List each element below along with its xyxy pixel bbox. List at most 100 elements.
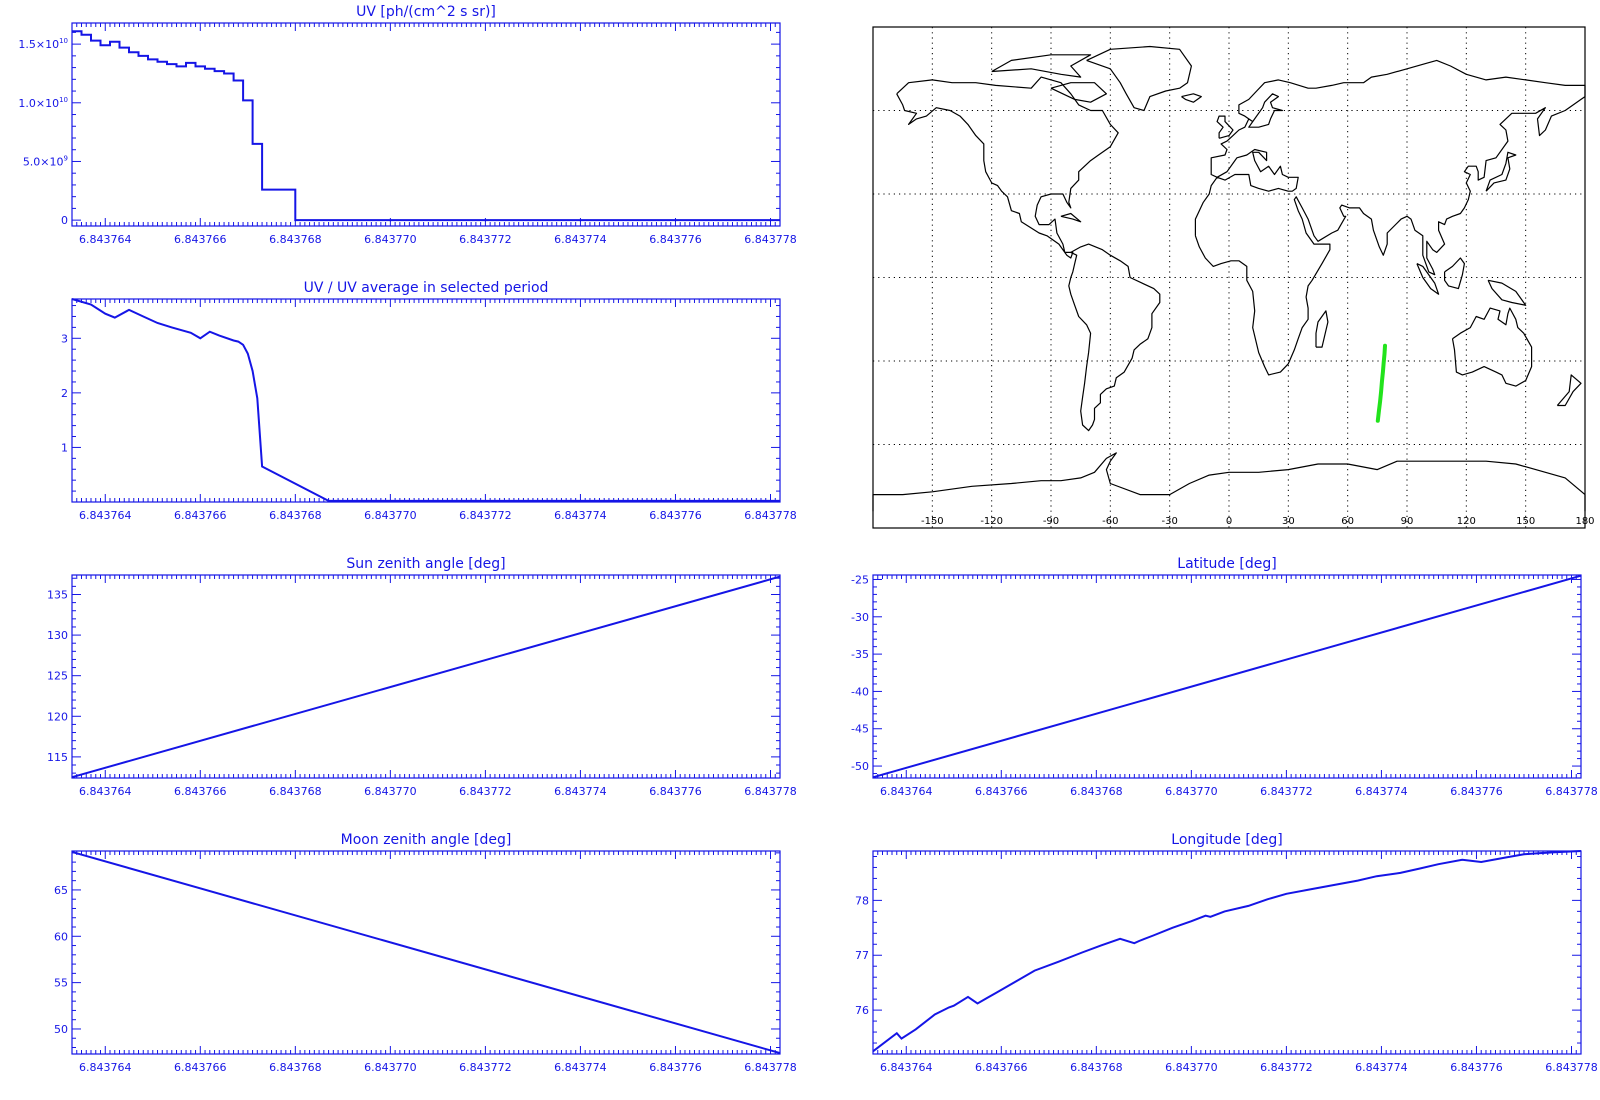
y-tick-label: -50 bbox=[851, 760, 869, 773]
x-tick-label: 6.843776 bbox=[649, 1061, 702, 1074]
y-tick-label: 50 bbox=[54, 1023, 68, 1036]
x-tick-label: 6.843768 bbox=[1070, 785, 1123, 798]
coastline-iceland bbox=[1181, 93, 1202, 103]
x-tick-label: 6.843776 bbox=[1450, 1061, 1503, 1074]
x-tick-label: 6.843774 bbox=[554, 509, 607, 522]
series-line bbox=[872, 574, 1582, 779]
chart-uv: UV [ph/(cm^2 s sr)] 6.843764 6.843766 6.843… bbox=[18, 4, 796, 246]
y-tick-exponent: 10 bbox=[59, 37, 68, 45]
x-tick-label: 6.843772 bbox=[1260, 785, 1313, 798]
y-tick-base: 65 bbox=[54, 884, 68, 897]
plot-frame bbox=[71, 22, 781, 227]
chart-title: Moon zenith angle [deg] bbox=[341, 832, 512, 848]
x-tick-label: 6.843770 bbox=[364, 509, 417, 522]
y-tick-base: 76 bbox=[855, 1004, 869, 1017]
map-x-tick-label: -120 bbox=[980, 516, 1003, 527]
x-tick-label: 6.843778 bbox=[744, 233, 797, 246]
y-tick-base: 50 bbox=[54, 1023, 68, 1036]
y-tick-exponent: 9 bbox=[64, 154, 68, 162]
coastline-british-isles bbox=[1216, 115, 1234, 139]
series-line bbox=[71, 575, 781, 779]
y-tick-base: 130 bbox=[47, 629, 68, 642]
map-x-tick-label: 120 bbox=[1457, 516, 1476, 527]
y-tick-label: 1.5×1010 bbox=[18, 37, 68, 51]
y-tick-label: 60 bbox=[54, 930, 68, 943]
coastline-arctic-islands bbox=[991, 54, 1092, 78]
coastline-africa-eurasia bbox=[1194, 59, 1586, 376]
coastline-north-america bbox=[896, 76, 1119, 259]
y-tick-base: 135 bbox=[47, 588, 68, 601]
x-tick-label: 6.843776 bbox=[649, 785, 702, 798]
coastline-australia bbox=[1451, 307, 1533, 387]
x-tick-label: 6.843770 bbox=[1165, 1061, 1218, 1074]
chart-title: Latitude [deg] bbox=[1177, 556, 1276, 572]
x-tick-label: 6.843776 bbox=[649, 509, 702, 522]
x-tick-label: 6.843774 bbox=[1355, 785, 1408, 798]
chart-map: -150 -120 -90 -60 -30 0 30 60 90 120 150 180 bbox=[872, 26, 1595, 529]
y-tick-label: 1 bbox=[61, 441, 68, 454]
y-tick-base: 1.5×10 bbox=[18, 38, 59, 51]
x-tick-label: 6.843766 bbox=[975, 1061, 1028, 1074]
coastline-new-zealand bbox=[1556, 374, 1582, 407]
x-tick-label: 6.843766 bbox=[174, 785, 227, 798]
y-tick-base: -40 bbox=[851, 685, 869, 698]
coastline-sumatra bbox=[1416, 263, 1440, 295]
y-tick-base: 115 bbox=[47, 751, 68, 764]
map-x-tick-label: 30 bbox=[1282, 516, 1295, 527]
x-tick-label: 6.843770 bbox=[1165, 785, 1218, 798]
x-tick-label: 6.843766 bbox=[174, 233, 227, 246]
x-tick-label: 6.843766 bbox=[174, 1061, 227, 1074]
x-tick-label: 6.843766 bbox=[174, 509, 227, 522]
y-tick-label: 120 bbox=[47, 710, 68, 723]
x-tick-label: 6.843764 bbox=[79, 785, 132, 798]
x-tick-label: 6.843770 bbox=[364, 233, 417, 246]
series-line bbox=[72, 30, 780, 222]
map-x-tick-label: -60 bbox=[1102, 516, 1118, 527]
plot-frame bbox=[71, 574, 781, 779]
coastline-baffin-island bbox=[1050, 82, 1108, 103]
x-tick-label: 6.843774 bbox=[554, 233, 607, 246]
x-tick-label: 6.843772 bbox=[459, 785, 512, 798]
x-tick-label: 6.843764 bbox=[79, 233, 132, 246]
x-tick-label: 6.843768 bbox=[269, 1061, 322, 1074]
x-tick-label: 6.843778 bbox=[744, 509, 797, 522]
x-tick-label: 6.843778 bbox=[1545, 785, 1598, 798]
plot-frame bbox=[71, 850, 781, 1055]
x-tick-label: 6.843772 bbox=[459, 1061, 512, 1074]
y-tick-base: -45 bbox=[851, 723, 869, 736]
y-tick-label: 77 bbox=[855, 949, 869, 962]
plot-frame bbox=[872, 850, 1582, 1055]
y-tick-base: 60 bbox=[54, 930, 68, 943]
y-tick-base: 1 bbox=[61, 441, 68, 454]
x-tick-label: 6.843774 bbox=[554, 785, 607, 798]
coastline-antarctica bbox=[872, 452, 1586, 512]
y-tick-base: 55 bbox=[54, 977, 68, 990]
x-tick-label: 6.843776 bbox=[1450, 785, 1503, 798]
x-tick-label: 6.843768 bbox=[269, 509, 322, 522]
coastline-cuba bbox=[1060, 212, 1082, 223]
map-x-tick-label: -30 bbox=[1161, 516, 1177, 527]
coastline-borneo bbox=[1443, 257, 1466, 290]
map-x-tick-label: 150 bbox=[1516, 516, 1535, 527]
map-x-tick-label: 180 bbox=[1575, 516, 1594, 527]
plot-frame bbox=[71, 298, 781, 503]
x-tick-label: 6.843764 bbox=[880, 785, 933, 798]
series-line bbox=[872, 850, 1582, 1053]
y-tick-base: 77 bbox=[855, 949, 869, 962]
y-tick-label: -25 bbox=[851, 573, 869, 586]
x-tick-label: 6.843778 bbox=[744, 1061, 797, 1074]
series-line bbox=[71, 298, 780, 502]
y-tick-label: 135 bbox=[47, 588, 68, 601]
x-tick-label: 6.843764 bbox=[79, 509, 132, 522]
map-x-tick-label: -150 bbox=[921, 516, 944, 527]
y-tick-label: 76 bbox=[855, 1004, 869, 1017]
chart-lon: Longitude [deg] 6.843764 6.843766 6.843768 6… bbox=[855, 832, 1598, 1074]
coastline-japan bbox=[1485, 151, 1517, 192]
y-tick-label: -30 bbox=[851, 611, 869, 624]
y-tick-base: -25 bbox=[851, 573, 869, 586]
x-tick-label: 6.843770 bbox=[364, 785, 417, 798]
chart-uvratio: UV / UV average in selected period 6.8437… bbox=[61, 280, 797, 522]
y-tick-base: 3 bbox=[61, 332, 68, 345]
chart-title: UV [ph/(cm^2 s sr)] bbox=[356, 4, 496, 20]
